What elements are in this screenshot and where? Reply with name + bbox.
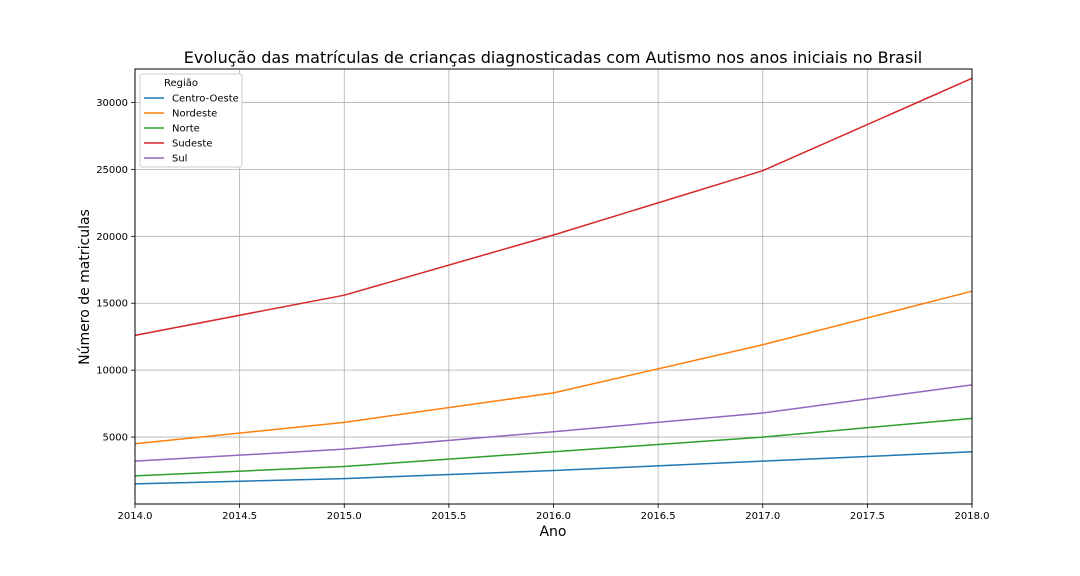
- y-tick-label: 20000: [96, 232, 128, 243]
- grid-lines: [134, 69, 973, 504]
- x-axis-label: Ano: [539, 524, 566, 540]
- legend-label-centro-oeste: Centro-Oeste: [172, 94, 239, 105]
- y-axis-label: Número de matriculas: [77, 209, 93, 365]
- x-tick-label: 2017.0: [745, 511, 780, 522]
- y-tick-label: 10000: [96, 366, 128, 377]
- legend-entries: Centro-Oeste Nordeste Norte Sudeste Sul: [144, 94, 239, 165]
- x-tick-label: 2016.5: [641, 511, 676, 522]
- legend-title: Região: [164, 78, 198, 89]
- chart-title: Evolução das matrículas de crianças diag…: [184, 48, 922, 67]
- series-lines: [134, 77, 973, 485]
- legend: Região Centro-Oeste Nordeste Norte Sudeste S…: [139, 73, 243, 168]
- series-line-norte: [134, 417, 973, 477]
- legend-label-nordeste: Nordeste: [172, 109, 217, 120]
- y-tick-label: 30000: [96, 98, 128, 109]
- legend-box: [139, 73, 243, 168]
- legend-label-sul: Sul: [172, 154, 187, 165]
- y-tick-label: 15000: [96, 299, 128, 310]
- series-line-sul: [134, 384, 973, 462]
- x-tick-label: 2017.5: [850, 511, 885, 522]
- x-tick-label: 2015.5: [431, 511, 466, 522]
- x-tick-label: 2015.0: [327, 511, 362, 522]
- series-line-nordeste: [134, 290, 973, 445]
- y-tick-label: 5000: [103, 433, 128, 444]
- legend-label-norte: Norte: [172, 124, 200, 135]
- series-line-centro-oeste: [134, 451, 973, 485]
- series-line-sudeste: [134, 77, 973, 337]
- legend-label-sudeste: Sudeste: [172, 139, 212, 150]
- x-tick-label: 2014.5: [222, 511, 257, 522]
- x-tick-label: 2014.0: [118, 511, 153, 522]
- y-tick-label: 25000: [96, 165, 128, 176]
- x-tick-label: 2018.0: [955, 511, 990, 522]
- axis-ticks: 2014.0 2014.5 2015.0 2015.5 2016.0 2016.5 2017…: [96, 98, 989, 522]
- x-tick-label: 2016.0: [536, 511, 571, 522]
